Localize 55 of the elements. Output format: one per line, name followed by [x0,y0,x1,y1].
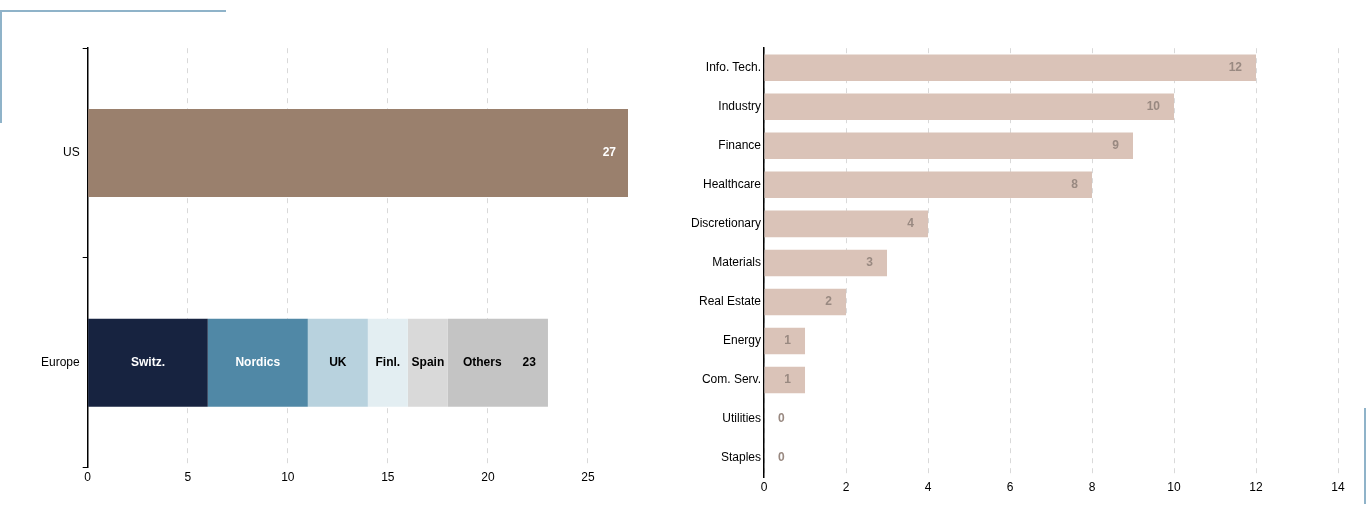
data-label: 0 [778,450,786,465]
x-tick-label: 10 [281,470,295,485]
data-label: 0 [778,411,786,426]
y-tick-label: Real Estate [698,294,762,309]
x-tick-label: 0 [760,480,768,495]
series-label: UK [329,355,347,370]
x-tick-label: 0 [84,470,92,485]
x-tick-label: 14 [1331,480,1345,495]
y-tick-label: Discretionary [690,216,762,231]
data-label: 9 [1112,138,1120,153]
series-label: Switz. [130,355,165,370]
y-tick-label: Com. Serv. [701,372,762,387]
x-tick-label: 12 [1249,480,1263,495]
y-tick-label: Materials [712,255,762,270]
y-tick-label: US [63,145,80,160]
total-label: 23 [522,355,537,370]
x-tick-label: 25 [581,470,595,485]
bar [764,132,1134,160]
data-label: 8 [1071,177,1079,192]
y-tick-label: Industry [718,99,762,114]
x-tick-label: 4 [924,480,932,495]
data-label: 3 [866,255,874,270]
data-label: 10 [1146,99,1161,114]
x-tick-label: 5 [184,470,192,485]
x-tick-label: 8 [1088,480,1096,495]
data-label: 12 [1228,60,1243,75]
y-tick-label: Energy [722,333,762,348]
total-label: 27 [602,145,617,160]
x-tick-label: 2 [842,480,850,495]
x-tick-label: 20 [481,470,495,485]
series-label: Others [462,355,502,370]
bar [764,288,847,316]
y-tick-label: Europe [40,355,81,370]
x-tick-label: 15 [381,470,395,485]
data-label: 4 [907,216,915,231]
x-tick-label: 6 [1006,480,1014,495]
x-tick-label: 10 [1167,480,1181,495]
series-label: Nordics [235,355,281,370]
y-tick-label: Staples [720,450,762,465]
bar [764,366,806,394]
bar [764,210,929,238]
y-tick-label: Utilities [722,411,762,426]
data-label: 2 [825,294,833,309]
bar [764,93,1175,121]
bar [764,171,1093,199]
data-label: 1 [784,372,792,387]
series-label: Spain [411,355,445,370]
series-label: Finl. [375,355,401,370]
y-tick-label: Finance [718,138,762,153]
data-label: 1 [784,333,792,348]
bar [764,327,806,355]
bar [764,54,1256,81]
y-tick-label: Info. Tech. [705,60,762,75]
y-tick-label: Healthcare [702,177,762,192]
bar [764,249,888,277]
